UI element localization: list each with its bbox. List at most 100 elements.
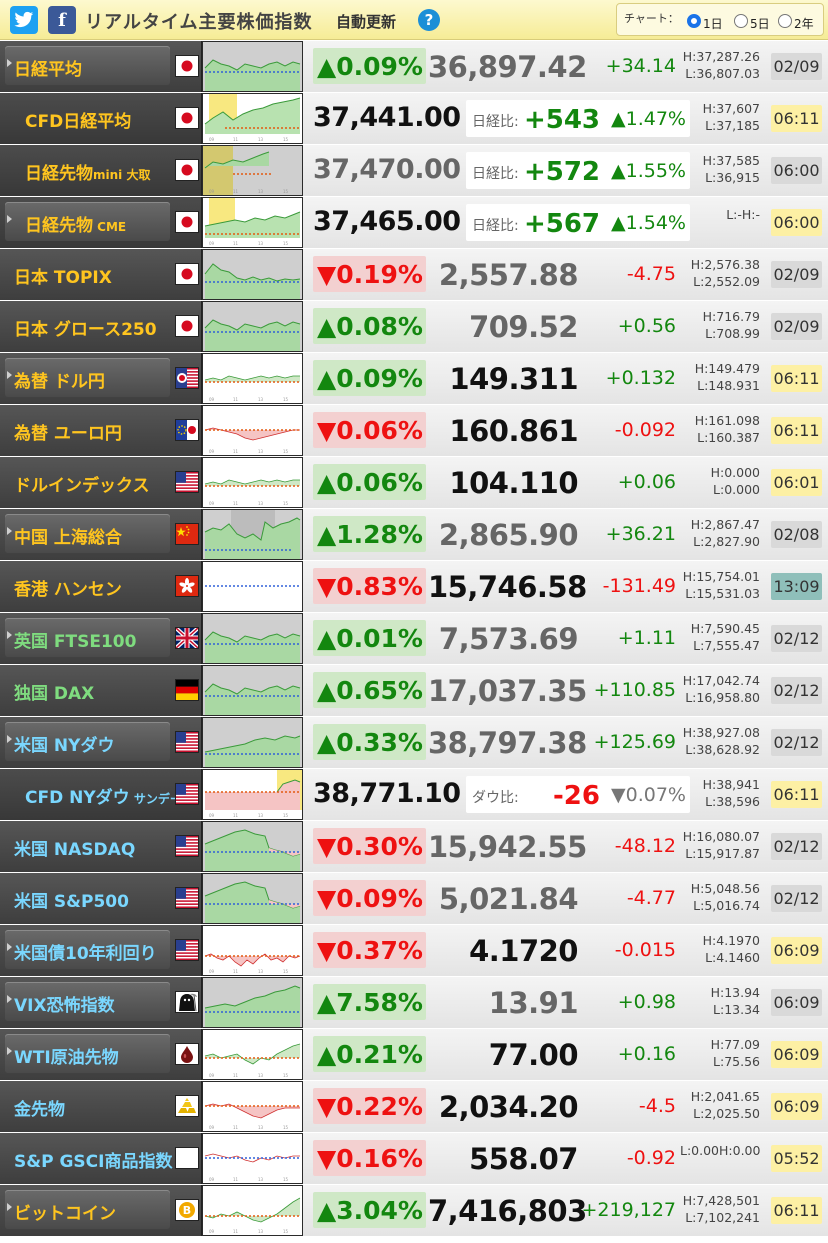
facebook-share-button[interactable]: f xyxy=(48,6,76,34)
oil-flag-icon xyxy=(175,1043,199,1065)
quote-name-cell[interactable]: VIX恐怖指数 xyxy=(0,977,202,1028)
mini-chart[interactable] xyxy=(203,718,302,767)
mini-chart[interactable] xyxy=(203,978,302,1027)
quote-expand-button[interactable] xyxy=(5,982,170,1021)
quote-expand-button[interactable] xyxy=(5,514,170,553)
range-radio-2y[interactable] xyxy=(778,14,792,28)
range-radio-5d[interactable] xyxy=(734,14,748,28)
quote-expand-button[interactable] xyxy=(5,930,170,969)
jp-flag-icon xyxy=(175,263,199,285)
quote-row: 米国 NASDAQ ▼0.30% 15,942.55 -48.12 H:16,080.0… xyxy=(0,821,828,873)
cfd-diff-value: -26 xyxy=(553,781,600,811)
svg-text:13: 13 xyxy=(258,137,264,142)
mini-chart[interactable]: 09 11 13 15 xyxy=(203,770,302,819)
svg-text:15: 15 xyxy=(283,1073,289,1078)
low-value: L:36,915 xyxy=(705,170,760,185)
low-value: L:37,185 xyxy=(705,118,760,133)
mini-chart[interactable]: 09 11 13 15 xyxy=(203,94,302,143)
change-value: -0.092 xyxy=(614,419,676,441)
low-value: L:38,596 xyxy=(705,794,760,809)
low-value: L:0.000 xyxy=(713,482,760,497)
quote-expand-button[interactable] xyxy=(5,618,170,657)
quote-name-suffix: CME xyxy=(93,220,127,234)
quote-row: 日経平均 ▲0.09% 36,897.42 +34.14 H:37,287.26 L:36… xyxy=(0,41,828,93)
range-radio-1d[interactable] xyxy=(687,14,701,28)
svg-text:13: 13 xyxy=(258,189,264,194)
svg-text:11: 11 xyxy=(233,1229,239,1234)
high-low: H:15,754.01 L:15,531.03 xyxy=(680,568,760,602)
mini-chart[interactable]: 09 11 13 15 xyxy=(203,926,302,975)
mini-chart[interactable] xyxy=(203,302,302,351)
jp-flag-icon xyxy=(175,211,199,233)
mini-chart[interactable] xyxy=(203,510,302,559)
change-value: +0.06 xyxy=(617,471,676,493)
high-low: H:16,080.07 L:15,917.87 xyxy=(680,828,760,862)
mini-chart[interactable] xyxy=(203,562,302,611)
quote-name-cell: 独国 DAX xyxy=(0,665,202,716)
change-value: +0.56 xyxy=(617,315,676,337)
mini-chart[interactable] xyxy=(203,42,302,91)
change-value: +110.85 xyxy=(593,679,676,701)
quote-expand-button[interactable] xyxy=(5,1190,170,1229)
mini-chart[interactable] xyxy=(203,822,302,871)
update-time: 06:01 xyxy=(771,469,822,496)
low-value: L:13.34 xyxy=(713,1002,760,1017)
quote-name: 英国 FTSE100 xyxy=(14,627,136,652)
expand-arrow-icon xyxy=(7,995,12,1003)
mini-chart[interactable]: 09 11 13 15 xyxy=(203,1134,302,1183)
quote-name-cell: 日本 グロース250 xyxy=(0,301,202,352)
quote-expand-button[interactable] xyxy=(5,46,170,85)
quote-name-cell[interactable]: 米国債10年利回り xyxy=(0,925,202,976)
quote-name-cell: CFD日経平均 xyxy=(0,93,202,144)
mini-chart[interactable]: 09 11 13 15 xyxy=(203,354,302,403)
none-flag-icon xyxy=(175,1147,199,1169)
cfd-diff-box: 日経比: +543 ▲1.47% xyxy=(466,100,690,137)
quote-data-cell: 37,465.00 日経比: +567 ▲1.54% L:-H:- 06:00 xyxy=(303,197,828,248)
cfd-diff-label: 日経比: xyxy=(472,166,519,182)
quote-expand-button[interactable] xyxy=(5,358,170,397)
mini-chart[interactable]: 09 11 13 15 xyxy=(203,406,302,455)
mini-chart[interactable]: 09 11 13 15 xyxy=(203,146,302,195)
mini-chart[interactable]: 09 11 13 15 xyxy=(203,458,302,507)
quote-name-cell[interactable]: 日経平均 xyxy=(0,41,202,92)
quote-name-cell: 米国 NASDAQ xyxy=(0,821,202,872)
update-time: 06:09 xyxy=(771,1041,822,1068)
mini-chart[interactable] xyxy=(203,250,302,299)
quote-name-text: VIX恐怖指数 xyxy=(14,996,115,1016)
quote-name-text: 米国 NYダウ xyxy=(14,736,115,756)
mini-chart[interactable]: 09 11 13 15 xyxy=(203,198,302,247)
gold-flag-icon xyxy=(175,1095,199,1117)
mini-chart[interactable] xyxy=(203,614,302,663)
price: 7,573.69 xyxy=(438,622,579,656)
quote-name-cell[interactable]: 米国 NYダウ xyxy=(0,717,202,768)
quote-name-cell[interactable]: 英国 FTSE100 xyxy=(0,613,202,664)
mini-chart[interactable]: 09 11 13 15 xyxy=(203,1082,302,1131)
help-icon[interactable]: ? xyxy=(418,9,440,31)
twitter-share-button[interactable] xyxy=(10,6,38,34)
mini-chart[interactable]: 09 11 13 15 xyxy=(203,1030,302,1079)
quote-data-cell: ▲0.06% 104.110 +0.06 H:0.000 L:0.000 06:01 xyxy=(303,457,828,508)
mini-chart[interactable] xyxy=(203,874,302,923)
high-value: L:0.00H:0.00 xyxy=(680,1143,761,1158)
quote-name-cell[interactable]: WTI原油先物 xyxy=(0,1029,202,1080)
quote-name-cell[interactable]: 中国 上海総合 xyxy=(0,509,202,560)
quote-name: 日経先物mini 大取 xyxy=(25,159,150,184)
cfd-diff-percent: ▲1.54% xyxy=(611,212,686,234)
quote-name-cell[interactable]: 為替 ドル円 xyxy=(0,353,202,404)
quote-data-cell: ▲0.21% 77.00 +0.16 H:77.09 L:75.56 06:09 xyxy=(303,1029,828,1080)
quote-name-text: 日経平均 xyxy=(14,60,82,80)
quote-row: CFD日経平均 09 11 13 15 37,441.00 日経比: +543 ▲1.47% H:… xyxy=(0,93,828,145)
svg-text:13: 13 xyxy=(258,1073,264,1078)
quote-name-cell[interactable]: 日経先物 CME xyxy=(0,197,202,248)
quote-name-cell[interactable]: ビットコイン B xyxy=(0,1185,202,1236)
mini-chart[interactable]: 09 11 13 15 xyxy=(203,1186,302,1235)
quote-expand-button[interactable] xyxy=(5,1034,170,1073)
high-value: H:7,428,501 xyxy=(682,1193,760,1208)
mini-chart[interactable] xyxy=(203,666,302,715)
quote-expand-button[interactable] xyxy=(5,722,170,761)
svg-text:15: 15 xyxy=(283,501,289,506)
quote-expand-button[interactable] xyxy=(5,202,170,241)
jp-flag-icon xyxy=(175,159,199,181)
quote-row: 中国 上海総合 ▲1.28% 2,865.90 +36.21 H:2,867.47 L:2… xyxy=(0,509,828,561)
price: 4.1720 xyxy=(469,934,578,968)
